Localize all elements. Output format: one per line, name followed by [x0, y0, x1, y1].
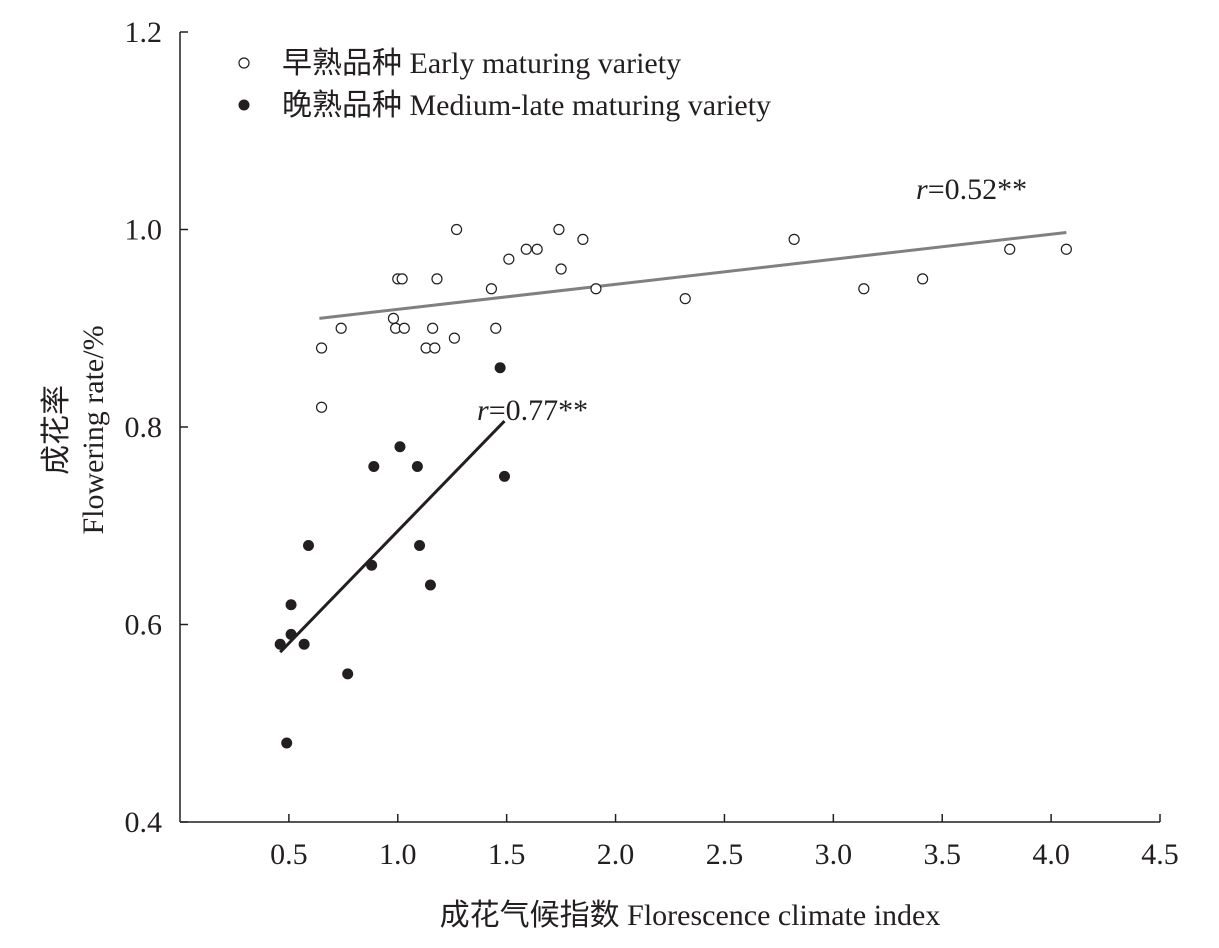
- point-s0-28: [1060, 243, 1072, 255]
- point-s0-24: [788, 233, 800, 245]
- y-tick-label-3: 1.0: [125, 214, 163, 247]
- early-fit-value: =0.52**: [928, 173, 1027, 206]
- axes: [179, 32, 1160, 823]
- legend: 早熟品种 Early maturing variety 晚熟品种 Medium-…: [238, 47, 771, 122]
- x-tick-label-4: 2.5: [706, 838, 744, 871]
- point-s0-20: [555, 263, 567, 275]
- point-s0-18: [531, 243, 543, 255]
- point-s0-25: [858, 283, 870, 295]
- point-s1-12: [424, 579, 436, 591]
- x-tick-label-2: 1.5: [488, 838, 526, 871]
- y-tick-label-0: 0.4: [125, 806, 163, 839]
- point-s1-1: [281, 737, 293, 749]
- legend-marker-early: [238, 57, 250, 69]
- point-s0-19: [553, 223, 565, 236]
- fit-lines: [279, 230, 1067, 654]
- annotations: r=0.52** r=0.77**: [477, 173, 1027, 427]
- data-points: [274, 223, 1072, 749]
- point-s1-2: [285, 599, 297, 611]
- point-s0-15: [490, 322, 502, 334]
- y-axis-title-en: Flowering rate/%: [77, 325, 110, 534]
- point-s0-17: [520, 243, 532, 255]
- y-tick-label-4: 1.2: [125, 16, 163, 49]
- x-axis-title: 成花气候指数 Florescence climate index: [440, 899, 941, 932]
- point-s0-6: [396, 273, 408, 285]
- y-tick-label-2: 0.8: [125, 411, 163, 444]
- legend-label-late: 晚熟品种 Medium-late maturing variety: [282, 89, 771, 122]
- point-s0-2: [335, 322, 347, 334]
- point-s1-6: [342, 668, 354, 680]
- point-s0-11: [431, 273, 443, 285]
- point-s0-7: [398, 322, 410, 334]
- point-s0-1: [315, 401, 328, 413]
- point-s0-12: [448, 332, 460, 344]
- point-s1-3: [285, 628, 297, 640]
- x-tick-label-6: 3.5: [923, 838, 961, 871]
- y-axis-title-cn: 成花率: [40, 385, 73, 475]
- point-s0-14: [485, 283, 498, 295]
- late-fit-r: r: [477, 394, 489, 427]
- point-s1-8: [368, 461, 380, 472]
- point-s1-0: [274, 638, 286, 650]
- point-s0-27: [1004, 243, 1016, 255]
- early-fit-annotation: r=0.52**: [916, 173, 1027, 206]
- x-tick-label-0: 0.5: [270, 838, 308, 871]
- point-s0-22: [590, 283, 602, 295]
- point-s1-13: [494, 362, 506, 374]
- legend-marker-late: [238, 99, 250, 111]
- point-s1-10: [411, 461, 423, 472]
- point-s1-11: [414, 540, 426, 551]
- point-s1-7: [366, 559, 378, 571]
- point-s1-9: [394, 441, 406, 453]
- point-s0-3: [387, 312, 400, 324]
- fit-line-0: [319, 230, 1067, 320]
- point-s0-0: [315, 342, 328, 354]
- x-tick-label-7: 4.0: [1032, 838, 1070, 871]
- ticks: 0.5 1.0 1.5 2.0 2.5 3.0 3.5 4.0 4.5 0.4 0.6 0.8 1.0 1…: [125, 16, 1179, 871]
- point-s0-9: [427, 322, 439, 334]
- point-s0-13: [450, 223, 463, 236]
- point-s0-23: [679, 293, 691, 305]
- y-tick-label-1: 0.6: [125, 609, 163, 642]
- point-s1-14: [498, 470, 510, 482]
- point-s1-5: [302, 540, 314, 551]
- x-tick-label-5: 3.0: [815, 838, 853, 871]
- late-fit-annotation: r=0.77**: [477, 394, 588, 427]
- x-tick-label-3: 2.0: [597, 838, 635, 871]
- late-fit-value: =0.77**: [489, 394, 588, 427]
- point-s0-21: [577, 233, 589, 245]
- point-s1-4: [298, 638, 310, 650]
- legend-label-early: 早熟品种 Early maturing variety: [282, 47, 681, 80]
- early-fit-r: r: [916, 173, 928, 206]
- x-tick-label-1: 1.0: [379, 838, 417, 871]
- point-s0-16: [503, 253, 515, 265]
- x-tick-label-8: 4.5: [1141, 838, 1179, 871]
- point-s0-26: [917, 273, 929, 285]
- fit-line-1: [279, 420, 506, 654]
- point-s0-10: [429, 342, 441, 354]
